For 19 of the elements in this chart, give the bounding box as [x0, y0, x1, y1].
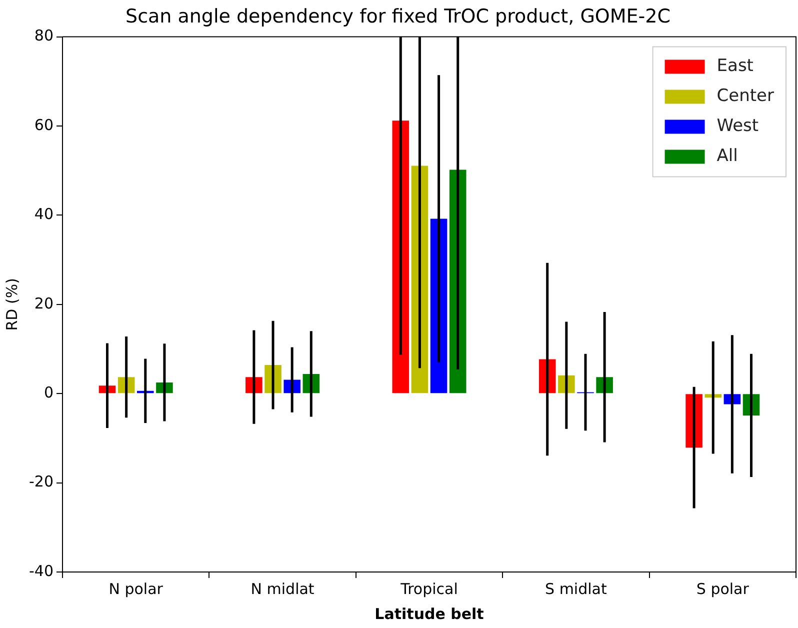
y-tick-label: 20 — [34, 294, 54, 312]
y-tick-label: 40 — [34, 205, 54, 224]
legend-label: All — [716, 146, 738, 166]
chart-title: Scan angle dependency for fixed TrOC product, GOME-2C — [126, 5, 670, 28]
x-tick-label: S polar — [696, 580, 750, 598]
y-tick-label: -20 — [29, 472, 54, 491]
x-tick-label: N midlat — [250, 580, 314, 598]
y-tick-label: -40 — [29, 562, 54, 580]
y-tick-label: 60 — [34, 116, 54, 134]
y-tick-label: 80 — [34, 26, 54, 45]
x-tick-label: N polar — [108, 580, 164, 598]
legend-label: West — [716, 116, 759, 136]
x-tick-label: Tropical — [400, 580, 458, 598]
y-tick-label: 0 — [44, 383, 54, 402]
legend-label: East — [716, 56, 754, 76]
y-axis-title: RD (%) — [2, 278, 21, 331]
legend-label: Center — [716, 86, 774, 106]
x-axis-title: Latitude belt — [374, 604, 484, 623]
x-tick-label: S midlat — [545, 580, 607, 598]
